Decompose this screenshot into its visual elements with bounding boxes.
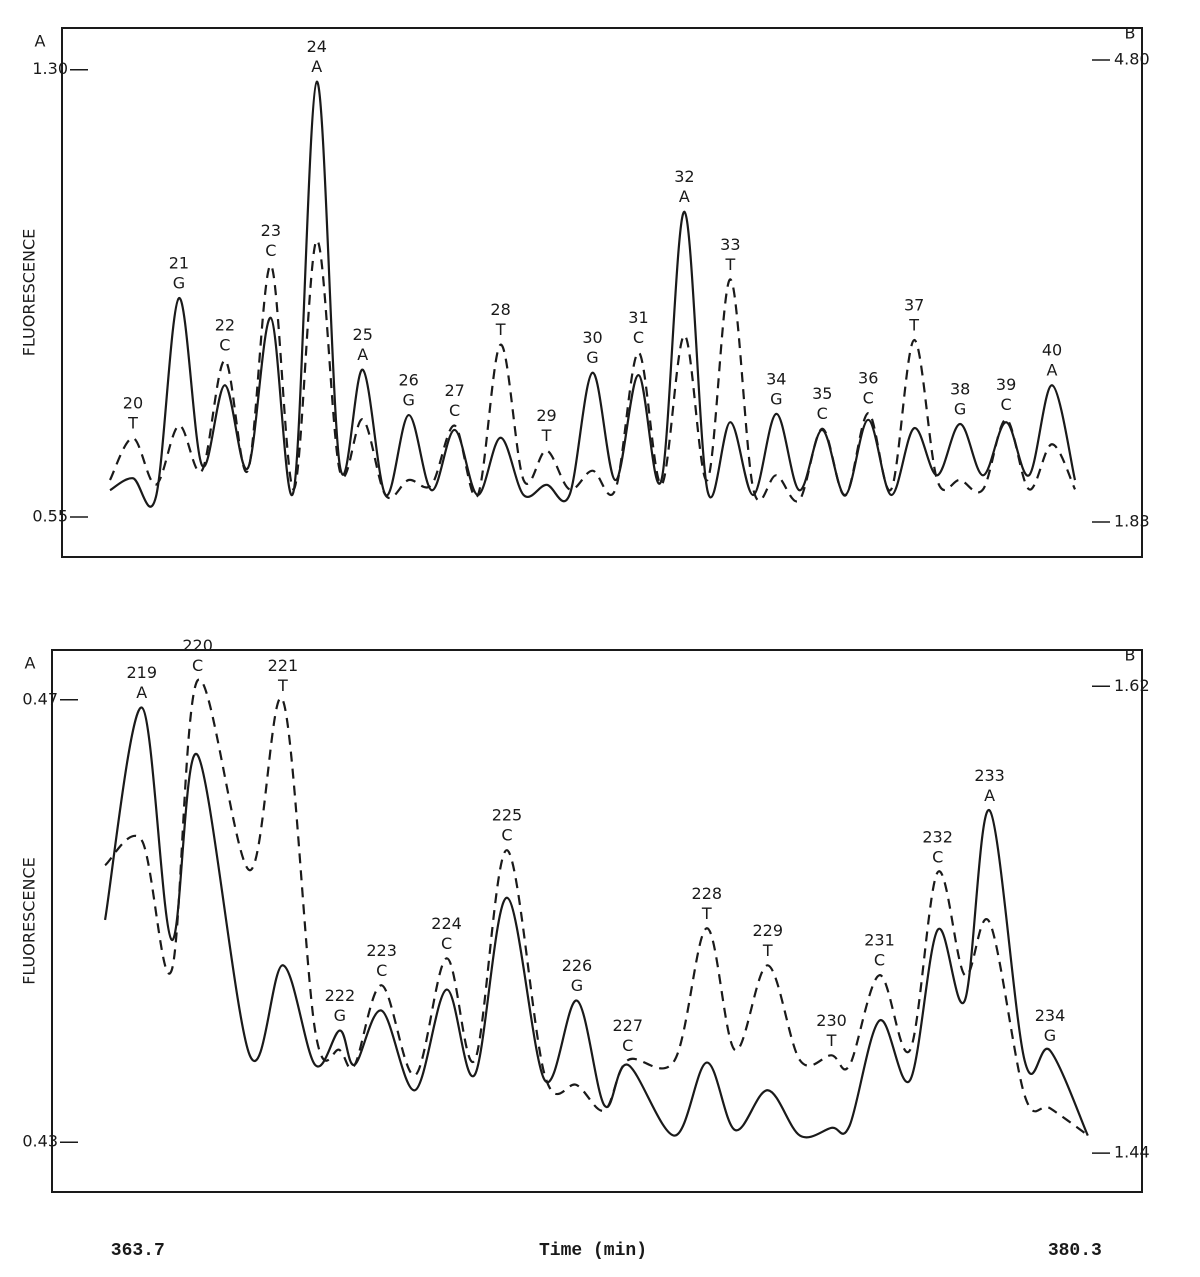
peak-number: 27 [444, 381, 464, 400]
peak-number: 21 [169, 254, 189, 273]
peak-number: 228 [692, 884, 723, 903]
peak-base: C [376, 961, 387, 980]
peak-base: T [762, 941, 773, 960]
peak-base: C [874, 951, 885, 970]
y2-tick-label: 1.44 [1114, 1143, 1150, 1162]
peak-number: 32 [674, 167, 694, 186]
y-axis-label: FLUORESCENCE [20, 857, 39, 985]
peak-number: 35 [812, 384, 832, 403]
peak-number: 30 [582, 328, 602, 347]
peak-base: G [954, 400, 966, 419]
solid-trace [103, 706, 1089, 1139]
y-tick-label: 1.30 [32, 59, 68, 78]
peak-base: T [701, 904, 712, 923]
peak-number: 230 [816, 1011, 847, 1030]
y-axis-label: FLUORESCENCE [20, 229, 39, 357]
y-tick-label: 0.55 [32, 507, 68, 526]
peak-number: 37 [904, 296, 924, 315]
y2-tick-label: 1.62 [1114, 676, 1150, 695]
peak-number: 222 [325, 986, 356, 1005]
peak-number: 40 [1042, 341, 1062, 360]
peak-base: G [770, 389, 782, 408]
peak-number: 232 [922, 828, 953, 847]
peak-base: T [127, 414, 138, 433]
peak-base: G [402, 391, 414, 410]
peak-number: 223 [366, 941, 397, 960]
peak-base: G [1044, 1026, 1056, 1045]
peak-base: C [932, 848, 943, 867]
peak-base: T [277, 676, 288, 695]
plot-frame [61, 27, 1143, 558]
peak-base: G [571, 976, 583, 995]
peak-number: 24 [307, 37, 327, 56]
peak-number: 225 [492, 806, 523, 825]
peak-number: 219 [126, 663, 157, 682]
peak-number: 26 [399, 371, 419, 390]
y-tick-label: 0.47 [22, 689, 58, 708]
peak-number: 221 [268, 656, 299, 675]
dashed-trace [104, 678, 1089, 1137]
x-tick-label: 363.7 [111, 1241, 165, 1261]
solid-trace [109, 80, 1077, 508]
peak-base: C [192, 656, 203, 675]
peak-number: 28 [490, 300, 510, 319]
peak-number: 23 [261, 221, 281, 240]
peak-base: C [219, 336, 230, 355]
peak-base: T [541, 426, 552, 445]
axis-title-b: B [1125, 24, 1136, 43]
peak-number: 36 [858, 369, 878, 388]
peak-base: G [173, 274, 185, 293]
peak-base: C [449, 401, 460, 420]
axis-title-a: A [35, 32, 46, 51]
peak-number: 38 [950, 380, 970, 399]
peak-base: C [622, 1036, 633, 1055]
peak-number: 220 [182, 636, 213, 655]
peak-number: 34 [766, 369, 786, 388]
peak-number: 29 [536, 406, 556, 425]
plot-frame [51, 649, 1143, 1193]
x-tick-label: 380.3 [1048, 1241, 1102, 1261]
peak-base: T [908, 316, 919, 335]
peak-number: 227 [612, 1016, 643, 1035]
peak-base: G [334, 1006, 346, 1025]
y2-tick-label: 4.80 [1114, 50, 1150, 69]
peak-number: 229 [752, 921, 783, 940]
peak-base: C [441, 934, 452, 953]
peak-number: 224 [431, 914, 462, 933]
peak-number: 39 [996, 375, 1016, 394]
peak-base: A [357, 345, 368, 364]
peak-base: A [679, 187, 690, 206]
peak-number: 234 [1035, 1006, 1066, 1025]
peak-base: T [495, 320, 506, 339]
axis-title-a: A [25, 654, 36, 673]
peak-base: A [984, 786, 995, 805]
y-tick-label: 0.43 [22, 1132, 58, 1151]
x-axis-label: Time (min) [539, 1241, 647, 1261]
peak-number: 25 [353, 325, 373, 344]
peak-base: A [311, 57, 322, 76]
peak-number: 226 [562, 956, 593, 975]
peak-base: C [633, 328, 644, 347]
peak-number: 33 [720, 235, 740, 254]
peak-base: C [265, 241, 276, 260]
peak-base: C [863, 389, 874, 408]
y2-tick-label: 1.83 [1114, 512, 1150, 531]
peak-base: C [817, 404, 828, 423]
peak-base: C [1000, 395, 1011, 414]
peak-base: A [1047, 361, 1058, 380]
peak-base: T [826, 1031, 837, 1050]
peak-base: C [501, 826, 512, 845]
peak-base: G [586, 348, 598, 367]
peak-base: T [724, 255, 735, 274]
peak-number: 233 [974, 766, 1005, 785]
peak-number: 31 [628, 308, 648, 327]
peak-number: 231 [864, 931, 895, 950]
peak-number: 22 [215, 316, 235, 335]
dashed-trace [109, 239, 1076, 503]
peak-base: A [136, 683, 147, 702]
peak-number: 20 [123, 394, 143, 413]
axis-title-b: B [1125, 646, 1136, 665]
